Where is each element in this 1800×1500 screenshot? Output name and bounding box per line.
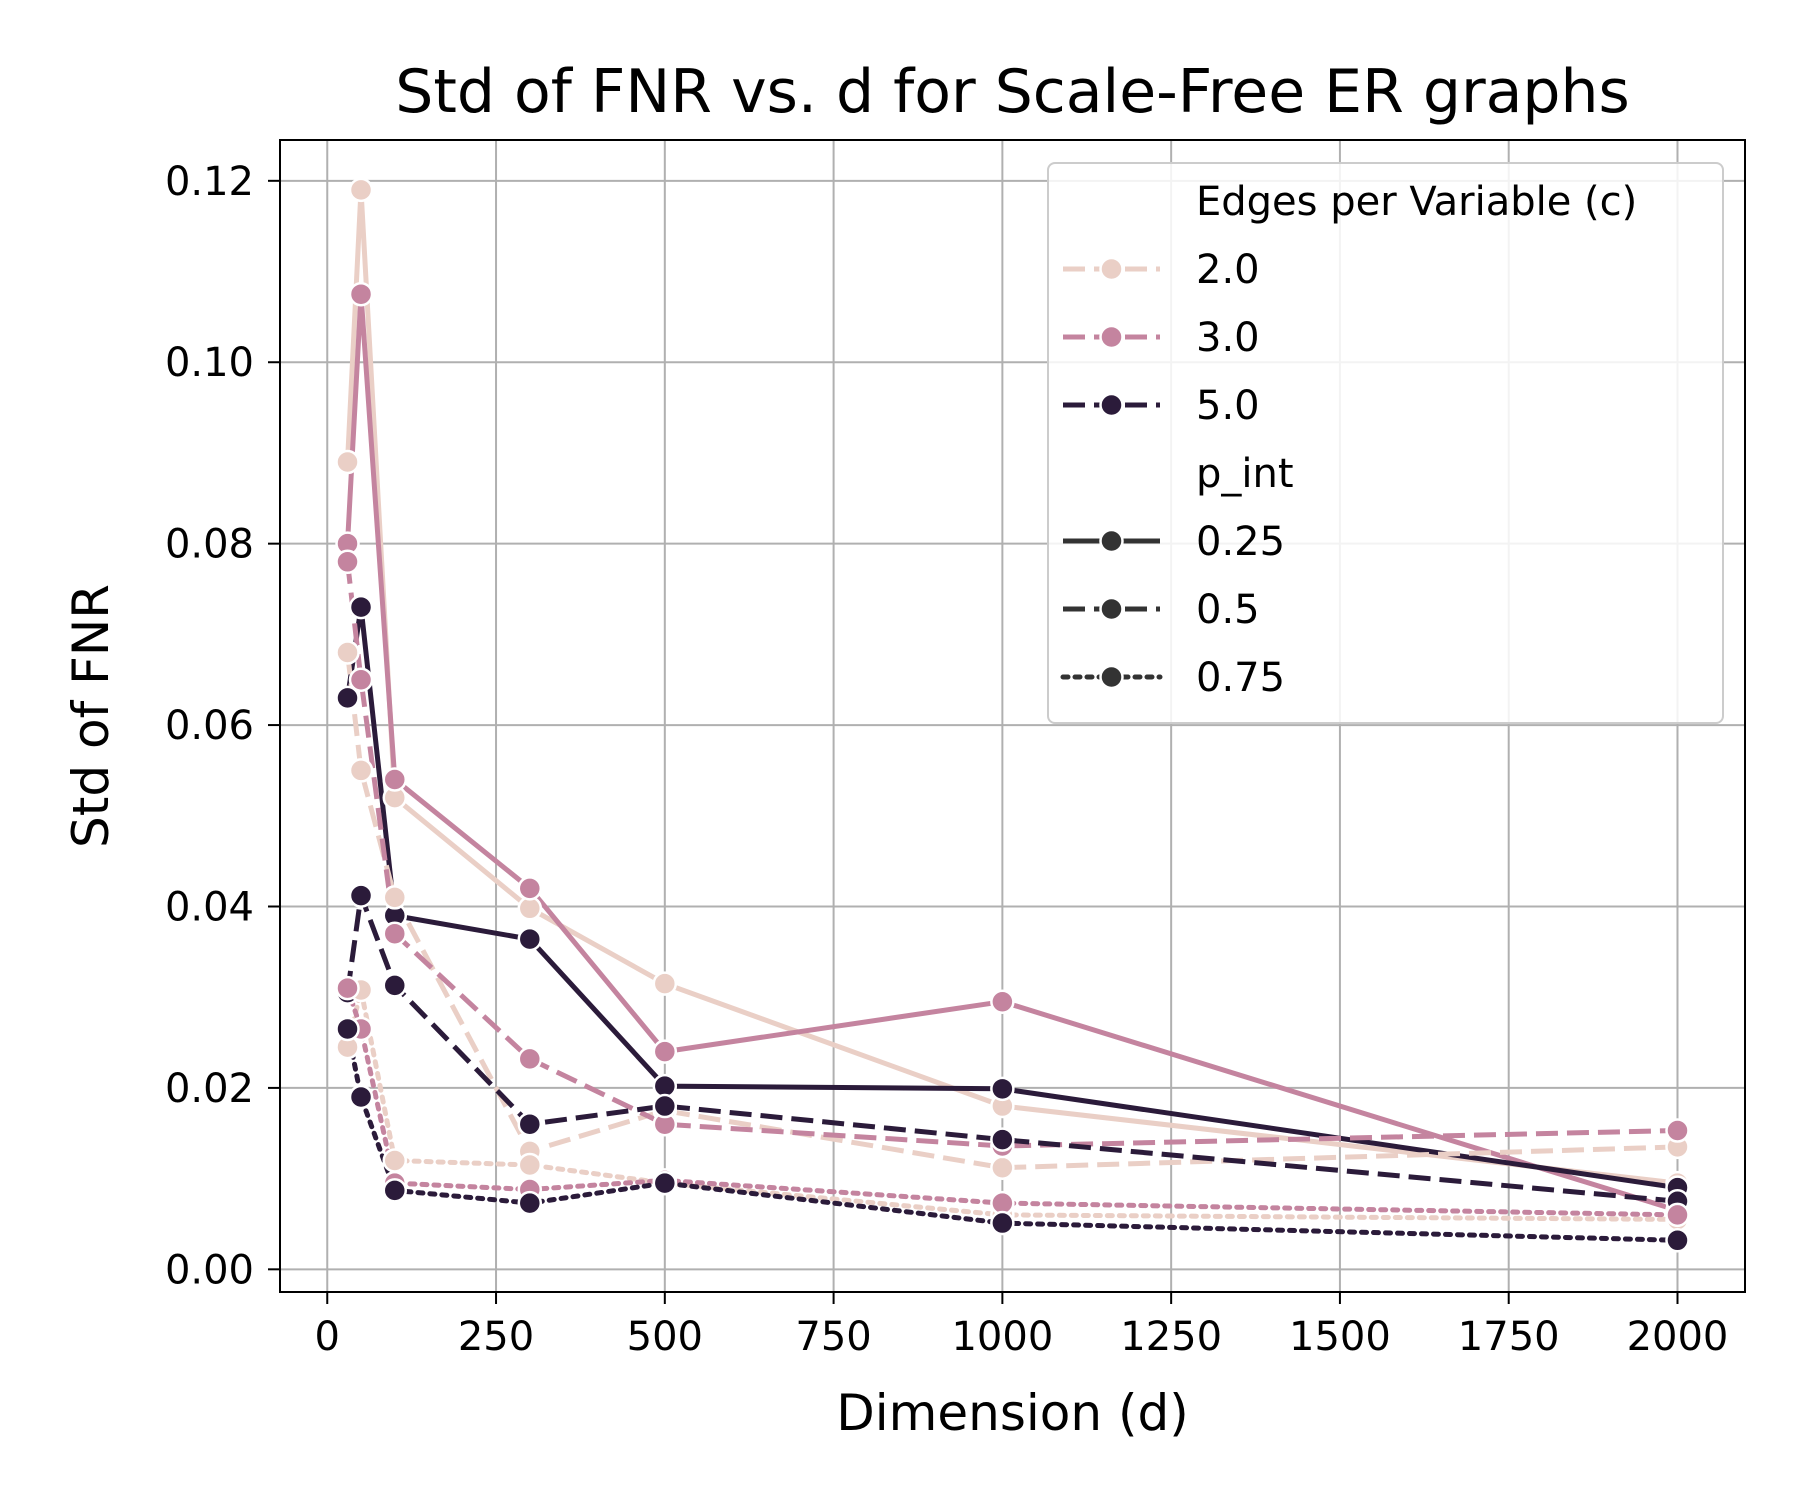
data-point bbox=[990, 989, 1015, 1014]
data-point bbox=[382, 767, 408, 792]
x-tick-label: 750 bbox=[795, 1314, 871, 1360]
x-tick-label: 1000 bbox=[951, 1314, 1053, 1360]
data-point bbox=[348, 177, 374, 203]
x-tick-label: 0 bbox=[315, 1314, 340, 1360]
data-point bbox=[652, 1039, 678, 1064]
data-point bbox=[517, 876, 543, 901]
data-point bbox=[1665, 1118, 1690, 1143]
data-point bbox=[382, 973, 408, 998]
data-point bbox=[517, 896, 543, 921]
x-tick-label: 1500 bbox=[1289, 1314, 1391, 1360]
data-point bbox=[335, 975, 360, 1001]
legend-marker bbox=[1099, 596, 1124, 622]
legend: Edges per Variable (c) 2.0 3.0 5.0 p_int 0.25… bbox=[1047, 162, 1724, 724]
data-point bbox=[348, 594, 374, 620]
data-point bbox=[1665, 1228, 1690, 1253]
legend-label: 0.5 bbox=[1196, 587, 1260, 633]
x-tick-label: 2000 bbox=[1627, 1314, 1729, 1360]
legend-label: 0.75 bbox=[1196, 655, 1285, 701]
data-point bbox=[652, 1093, 678, 1119]
legend-box bbox=[1047, 162, 1724, 724]
x-tick-label: 250 bbox=[458, 1314, 534, 1360]
y-axis-label: Std of FNR bbox=[62, 584, 120, 848]
legend-marker bbox=[1099, 256, 1124, 282]
data-point bbox=[335, 1016, 360, 1042]
data-point bbox=[990, 1127, 1015, 1152]
y-tick-label: 0.12 bbox=[165, 159, 254, 205]
data-point bbox=[517, 1046, 543, 1072]
legend-marker bbox=[1099, 324, 1124, 350]
y-tick-label: 0.04 bbox=[165, 884, 254, 930]
plot-frame bbox=[279, 139, 1746, 1293]
data-point bbox=[382, 885, 408, 910]
data-point bbox=[348, 281, 374, 307]
legend-marker bbox=[1099, 392, 1124, 418]
data-point bbox=[517, 926, 543, 952]
legend-marker bbox=[1099, 664, 1124, 690]
legend-style-title: p_int bbox=[1196, 451, 1294, 497]
plot-series bbox=[335, 177, 1690, 1253]
legend-label: 0.25 bbox=[1196, 519, 1285, 565]
data-point bbox=[348, 883, 374, 908]
data-point bbox=[517, 1152, 543, 1178]
x-tick-label: 1750 bbox=[1458, 1314, 1560, 1360]
data-point bbox=[335, 449, 360, 475]
data-point bbox=[652, 1170, 678, 1196]
x-tick-label: 1250 bbox=[1120, 1314, 1222, 1360]
data-point bbox=[990, 1076, 1015, 1102]
data-point bbox=[335, 640, 360, 665]
legend-marker bbox=[1099, 528, 1124, 554]
data-point bbox=[382, 1148, 408, 1173]
y-tick-label: 0.00 bbox=[165, 1247, 254, 1293]
x-tick-label: 500 bbox=[627, 1314, 703, 1360]
data-point bbox=[348, 667, 374, 692]
data-point bbox=[990, 1210, 1015, 1236]
chart-title: Std of FNR vs. d for Scale-Free ER graph… bbox=[395, 57, 1630, 127]
data-point bbox=[990, 1155, 1015, 1180]
data-point bbox=[382, 1178, 408, 1203]
y-tick-label: 0.06 bbox=[165, 703, 254, 749]
data-point bbox=[1665, 1202, 1690, 1228]
data-point bbox=[517, 1190, 543, 1216]
data-point bbox=[348, 758, 374, 783]
data-point bbox=[652, 971, 678, 996]
data-point bbox=[335, 685, 360, 711]
legend-label: 2.0 bbox=[1196, 247, 1260, 293]
y-tick-label: 0.08 bbox=[165, 522, 254, 568]
x-axis-label: Dimension (d) bbox=[836, 1384, 1188, 1442]
data-point bbox=[382, 921, 408, 946]
data-point bbox=[990, 1190, 1015, 1216]
data-point bbox=[517, 1111, 543, 1137]
data-point bbox=[652, 1073, 678, 1099]
axes: 0 250 500 750 1000 1250 1500 1750 2000 0.00 0.02 0.… bbox=[165, 159, 1728, 1360]
y-tick-label: 0.02 bbox=[165, 1066, 254, 1112]
y-tick-label: 0.10 bbox=[165, 340, 254, 386]
data-point bbox=[335, 549, 360, 575]
legend-hue-title: Edges per Variable (c) bbox=[1196, 179, 1637, 225]
legend-label: 3.0 bbox=[1196, 315, 1260, 361]
legend-label: 5.0 bbox=[1196, 383, 1260, 429]
data-point bbox=[348, 1084, 374, 1110]
